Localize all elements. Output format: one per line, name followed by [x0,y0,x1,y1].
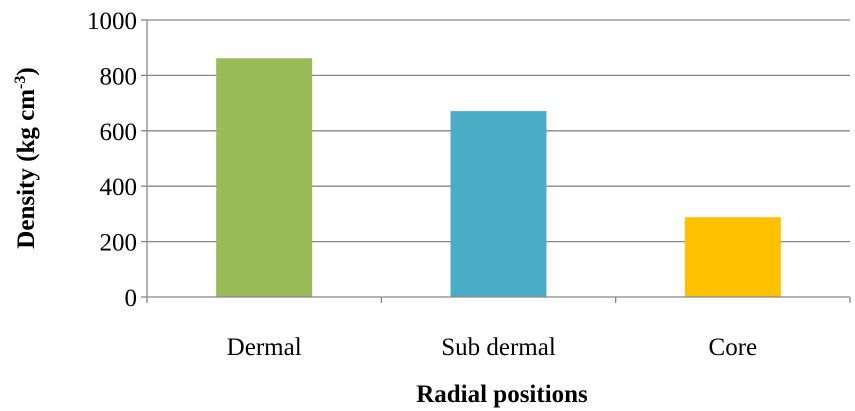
y-axis-title: Density (kg cm-3) [12,67,40,248]
bar-sub-dermal [450,111,547,298]
x-tick-label: Dermal [227,334,302,361]
x-tick-label: Sub dermal [441,334,556,361]
x-tick-label: Core [709,334,758,361]
y-axis-title-main: Density (kg cm [13,89,40,249]
axes [146,20,850,298]
y-tick-label: 600 [100,119,138,146]
y-tick-label: 0 [125,285,138,312]
bar-dermal [216,58,313,298]
y-tick-label: 200 [100,230,138,257]
x-axis-title: Radial positions [416,381,588,408]
x-tick-labels: Dermal Sub dermal Core [146,297,851,361]
y-tick-labels: 0 200 400 600 800 1000 [87,8,137,312]
bar-core [684,217,781,297]
y-axis-title-superscript: -3 [12,76,29,89]
y-axis-title-close: ) [13,67,40,75]
bars [216,58,781,298]
y-tick-label: 400 [100,174,138,201]
y-tick-label: 800 [100,63,138,90]
y-tick-label: 1000 [87,8,137,35]
